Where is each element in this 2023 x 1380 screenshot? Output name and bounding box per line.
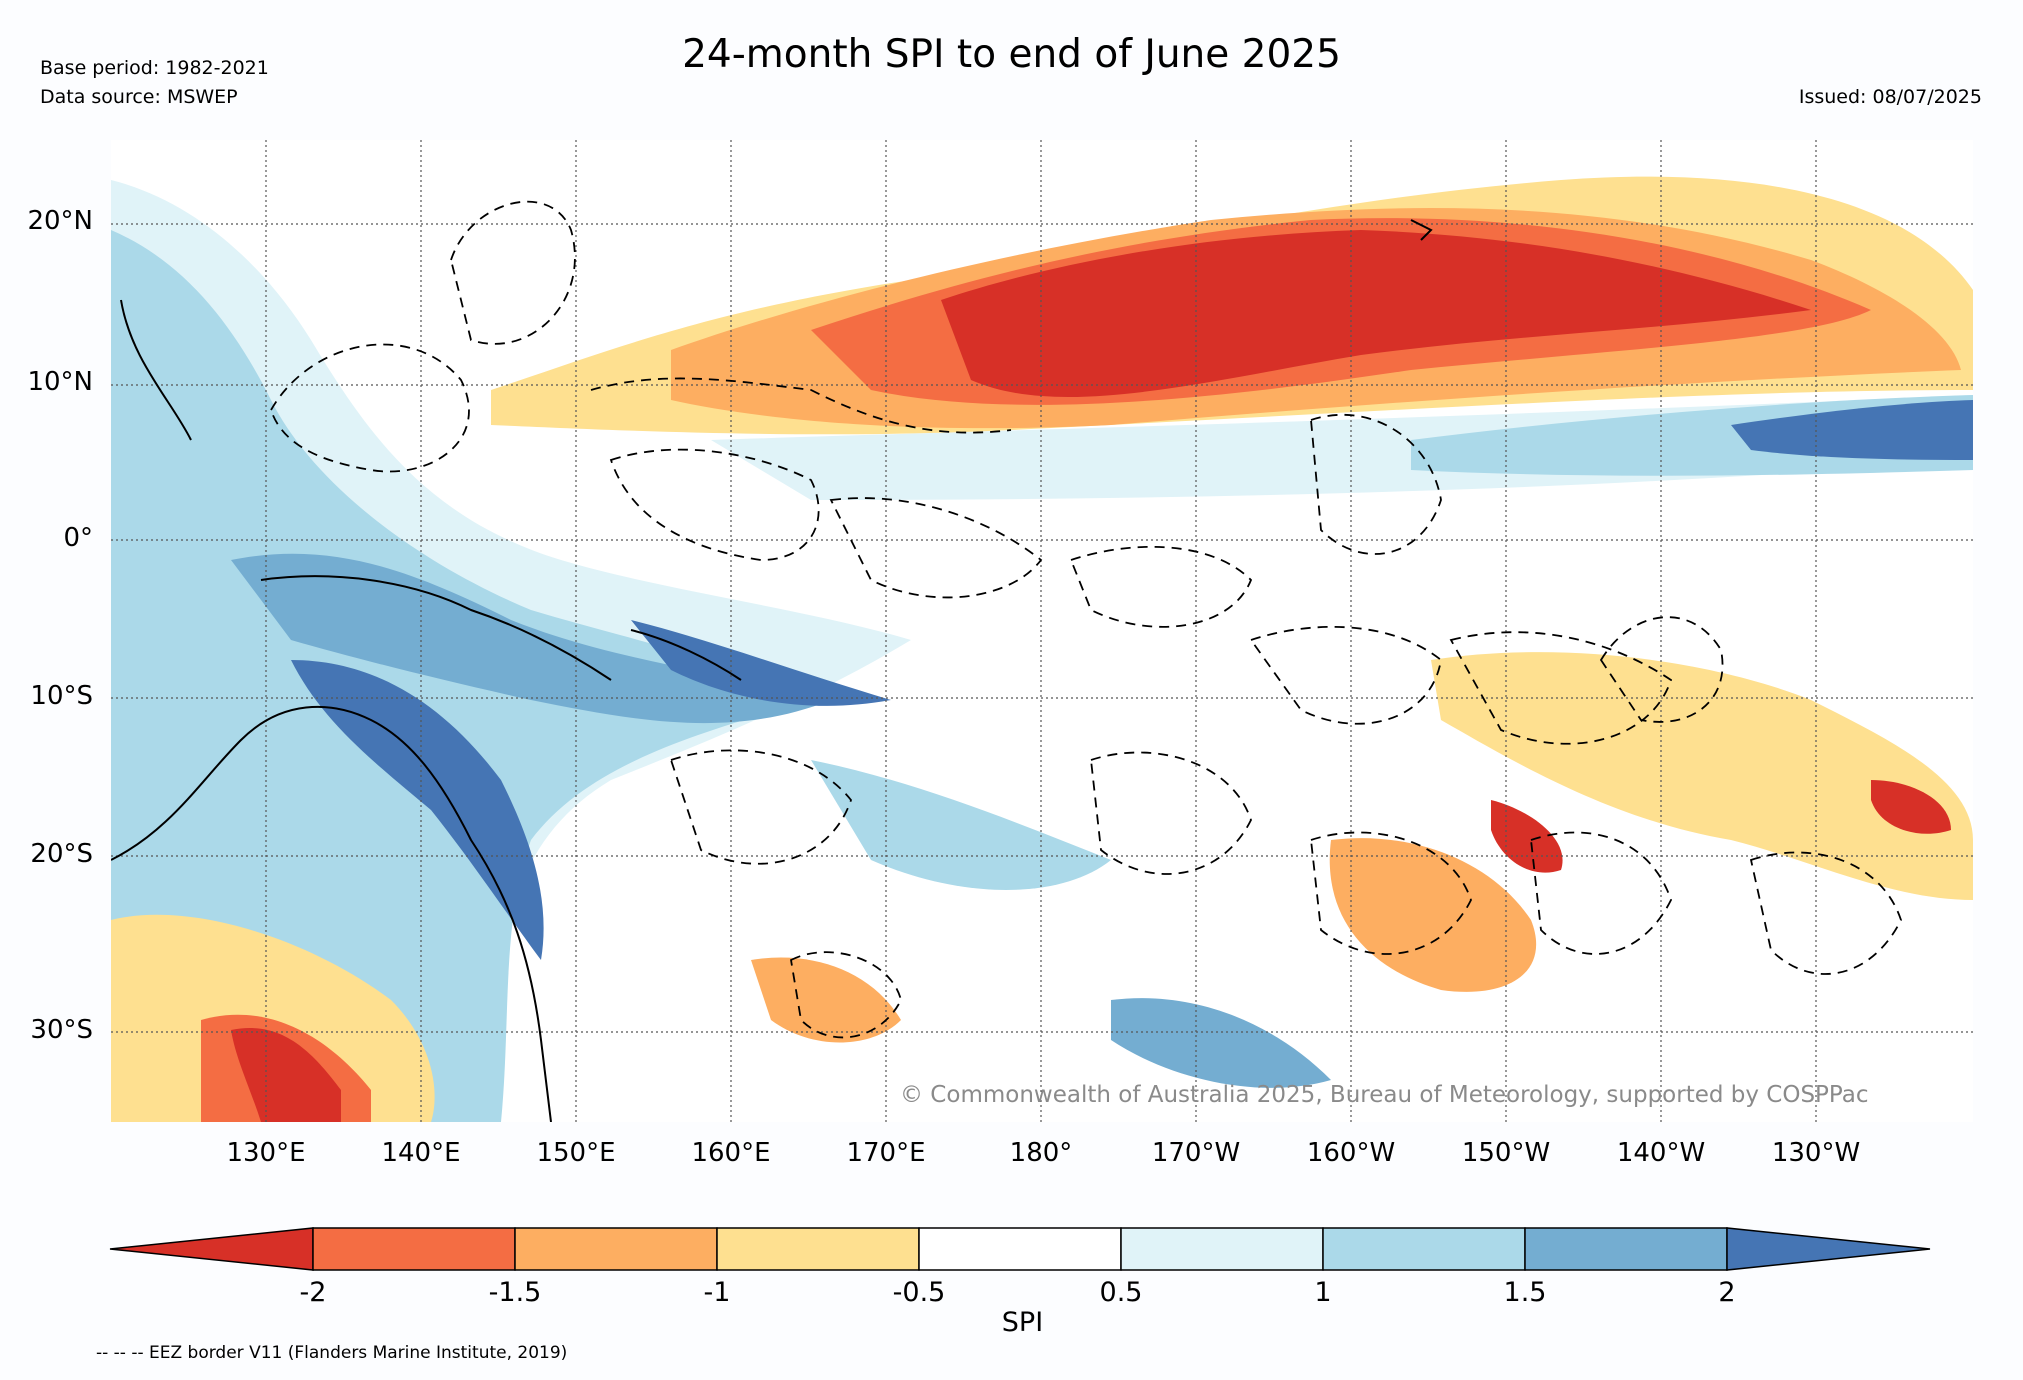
colorbar-title: SPI [0, 1307, 2023, 1338]
lon-label-160e: 160°E [661, 1138, 801, 1168]
lat-label-30s: 30°S [30, 1015, 93, 1045]
colorbar-swatch [919, 1228, 1121, 1270]
colorbar-swatch [1323, 1228, 1525, 1270]
data-source-text: Data source: MSWEP [40, 86, 238, 108]
colorbar-tick-label: 1.5 [1475, 1277, 1575, 1308]
colorbar-tick-label: 1 [1273, 1277, 1373, 1308]
colorbar-extend-high [1727, 1228, 1930, 1270]
lon-label-170e: 170°E [816, 1138, 956, 1168]
colorbar-tick-label: -1.5 [465, 1277, 565, 1308]
colorbar-tick-label: 0.5 [1071, 1277, 1171, 1308]
colorbar-swatch [1121, 1228, 1323, 1270]
lon-label-130e: 130°E [196, 1138, 336, 1168]
issued-date-text: Issued: 08/07/2025 [1799, 86, 1982, 108]
eez-legend-note: -- -- -- EEZ border V11 (Flanders Marine… [96, 1343, 567, 1363]
lon-label-140e: 140°E [351, 1138, 491, 1168]
lon-label-180: 180° [971, 1138, 1111, 1168]
colorbar-tick-label: -2 [263, 1277, 363, 1308]
lon-label-170w: 170°W [1126, 1138, 1266, 1168]
lat-label-20n: 20°N [27, 206, 93, 236]
colorbar-tick-label: 2 [1677, 1277, 1777, 1308]
lon-label-140w: 140°W [1591, 1138, 1731, 1168]
lon-label-130w: 130°W [1746, 1138, 1886, 1168]
colorbar-tick-label: -0.5 [869, 1277, 969, 1308]
lat-label-10s: 10°S [30, 681, 93, 711]
lon-label-160w: 160°W [1281, 1138, 1421, 1168]
colorbar-swatch [717, 1228, 919, 1270]
spi-map [111, 140, 1973, 1122]
lat-label-20s: 20°S [30, 839, 93, 869]
spi-colorbar [100, 1220, 1940, 1276]
lon-label-150e: 150°E [506, 1138, 646, 1168]
lat-label-0: 0° [63, 523, 93, 553]
lat-label-10n: 10°N [27, 367, 93, 397]
lon-label-150w: 150°W [1436, 1138, 1576, 1168]
colorbar-swatch [515, 1228, 717, 1270]
map-title: 24-month SPI to end of June 2025 [0, 32, 2023, 77]
base-period-text: Base period: 1982-2021 [40, 57, 269, 79]
copyright-text: © Commonwealth of Australia 2025, Bureau… [900, 1082, 1869, 1108]
colorbar-extend-low [110, 1228, 313, 1270]
colorbar-swatch [1525, 1228, 1727, 1270]
colorbar-swatch [313, 1228, 515, 1270]
colorbar-tick-label: -1 [667, 1277, 767, 1308]
